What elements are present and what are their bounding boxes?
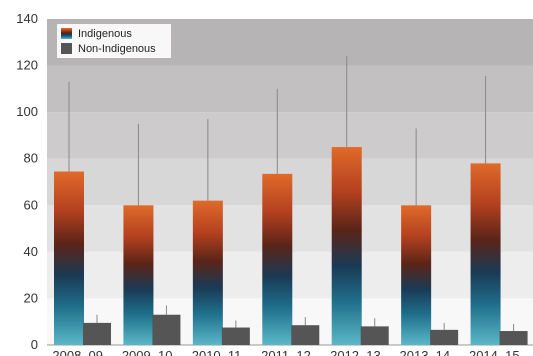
x-axis-ticks: 2008–09 2009–10 2010–11 2011–12 2012–13 2013–… [52, 348, 519, 356]
bar-non-indigenous [430, 329, 459, 345]
x-tick-label: 2011–12 [261, 348, 311, 356]
y-tick-label: 0 [31, 337, 38, 352]
y-tick-label: 40 [24, 244, 38, 259]
bar-indigenous [470, 163, 501, 345]
y-tick-label: 140 [16, 11, 38, 26]
bar-indigenous [262, 173, 293, 345]
legend-box [57, 24, 171, 58]
legend: Indigenous Non-Indigenous [57, 24, 171, 58]
bar-non-indigenous [499, 331, 528, 345]
x-tick-label: 2008–09 [52, 348, 103, 356]
bar-indigenous [401, 205, 432, 345]
y-tick-label: 80 [24, 151, 38, 166]
grid-band [47, 112, 533, 159]
bar-non-indigenous [360, 326, 389, 345]
bar-indigenous [192, 200, 223, 345]
y-tick-label: 100 [16, 104, 38, 119]
legend-label-non-indigenous: Non-Indigenous [78, 43, 156, 55]
y-tick-label: 20 [24, 290, 38, 305]
x-tick-label: 2009–10 [122, 348, 173, 356]
grid-bands [47, 19, 533, 345]
bar-indigenous [54, 171, 84, 345]
x-tick-label: 2012–13 [330, 348, 381, 356]
bar-non-indigenous [221, 327, 250, 345]
y-tick-label: 120 [16, 58, 38, 73]
legend-swatch-indigenous [61, 28, 72, 39]
bar-non-indigenous [83, 322, 111, 345]
bar-non-indigenous [152, 314, 181, 345]
x-tick-label: 2013–14 [400, 348, 451, 356]
grid-band [47, 65, 533, 113]
bar-indigenous [123, 205, 154, 345]
legend-label-indigenous: Indigenous [78, 28, 132, 40]
bar-indigenous [331, 147, 362, 345]
x-tick-label: 2014–15 [469, 348, 520, 356]
legend-swatch-non-indigenous [61, 43, 72, 54]
bar-non-indigenous [291, 325, 320, 345]
bars [54, 56, 528, 345]
x-tick-label: 2010–11 [192, 348, 242, 356]
y-tick-label: 60 [24, 197, 38, 212]
